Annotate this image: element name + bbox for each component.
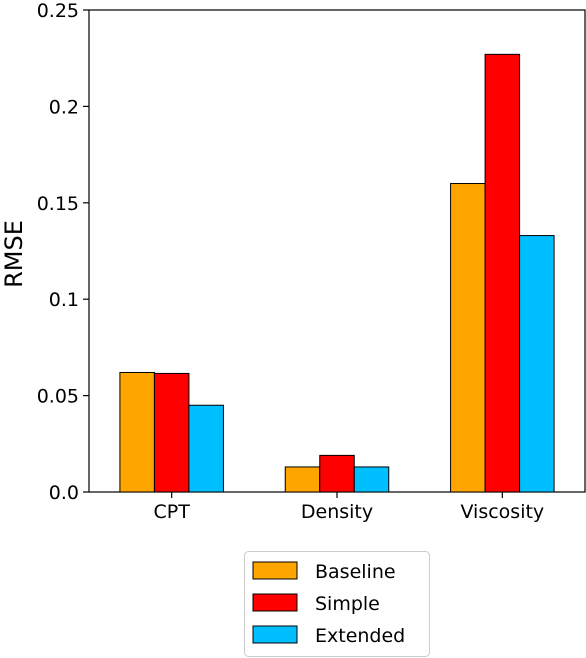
legend-swatch-simple <box>252 593 298 612</box>
bar-extended-density <box>353 466 390 493</box>
y-tick-label: 0.15 <box>37 193 79 215</box>
bar-extended-cpt <box>188 404 224 493</box>
legend-swatch-baseline <box>252 561 298 580</box>
bar-baseline-cpt <box>119 371 155 493</box>
bar-extended-viscosity <box>519 235 555 493</box>
legend: Baseline Simple Extended <box>244 551 430 657</box>
bars-group <box>119 53 555 493</box>
x-tick-label: CPT <box>153 501 190 523</box>
legend-label-extended: Extended <box>315 625 405 647</box>
x-tick-label: Density <box>301 501 373 523</box>
x-axis: CPT Density Viscosity <box>153 492 544 523</box>
bar-simple-density <box>319 454 355 493</box>
bar-baseline-viscosity <box>450 183 486 493</box>
legend-label-baseline: Baseline <box>315 561 396 583</box>
y-tick-label: 0.2 <box>49 96 79 118</box>
bar-simple-cpt <box>153 372 190 493</box>
y-axis-label: RMSE <box>0 220 28 288</box>
x-tick-label: Viscosity <box>460 501 544 523</box>
y-tick-label: 0.05 <box>37 386 79 408</box>
legend-label-simple: Simple <box>315 593 380 615</box>
y-tick-label: 0.0 <box>49 482 79 504</box>
y-tick-label: 0.1 <box>49 289 79 311</box>
y-tick-label: 0.25 <box>37 0 79 22</box>
y-axis: 0.0 0.05 0.1 0.15 0.2 0.25 <box>37 0 89 504</box>
legend-swatch-extended <box>252 625 298 644</box>
bar-baseline-density <box>284 466 321 493</box>
bar-simple-viscosity <box>484 53 521 493</box>
